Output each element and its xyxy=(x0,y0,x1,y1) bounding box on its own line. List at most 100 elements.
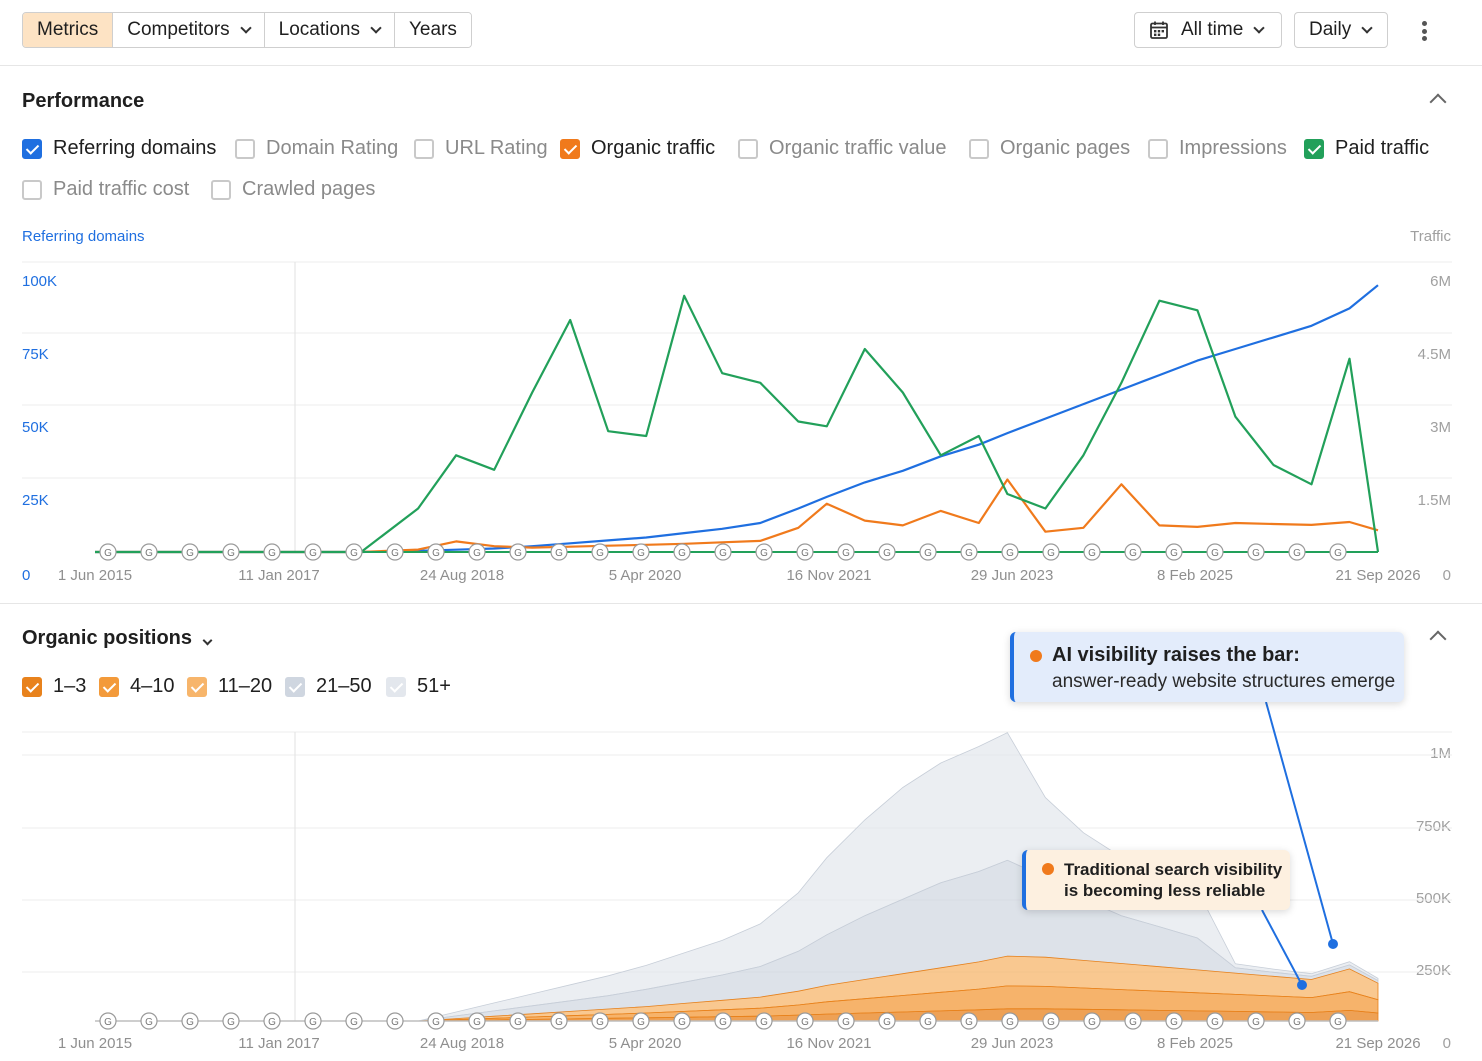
google-update-marker-icon xyxy=(960,543,978,561)
bucket-4-10[interactable]: 4–10 xyxy=(99,675,175,698)
google-update-marker-glyph: G xyxy=(514,548,522,559)
google-update-marker-icon xyxy=(181,543,199,561)
google-update-marker-icon xyxy=(1165,543,1183,561)
checkbox-icon[interactable] xyxy=(22,179,42,200)
section-divider xyxy=(0,603,1482,604)
calendar-icon xyxy=(1150,21,1168,39)
checkbox-icon[interactable] xyxy=(738,138,758,159)
metric-paid-traffic-cost[interactable]: Paid traffic cost xyxy=(22,178,189,201)
google-update-marker-glyph: G xyxy=(145,1017,153,1028)
google-update-marker-glyph: G xyxy=(1006,1017,1014,1028)
google-update-marker-glyph: G xyxy=(924,1017,932,1028)
metric-url-rating[interactable]: URL Rating xyxy=(414,137,548,160)
right-axis-title: Traffic xyxy=(1410,228,1451,245)
google-update-marker-icon xyxy=(140,543,158,561)
kebab-menu-icon[interactable] xyxy=(1414,18,1434,44)
checkbox-icon[interactable] xyxy=(1304,138,1324,159)
metric-label: Domain Rating xyxy=(266,137,399,159)
google-update-marker-icon xyxy=(1083,543,1101,561)
google-update-marker-icon xyxy=(1288,543,1306,561)
google-update-marker-glyph: G xyxy=(268,1017,276,1028)
traditional-callout-connector xyxy=(1261,909,1303,986)
google-update-marker-glyph: G xyxy=(719,1017,727,1028)
metric-organic-pages[interactable]: Organic pages xyxy=(969,137,1130,160)
checkbox-icon[interactable] xyxy=(22,676,42,697)
bullet-dot-icon xyxy=(1030,650,1042,662)
series-line-organic-traffic xyxy=(95,478,1379,554)
left-tick: 0 xyxy=(22,567,31,584)
google-update-marker-glyph: G xyxy=(678,1017,686,1028)
metric-label: Organic traffic value xyxy=(769,137,947,159)
tab-years[interactable]: Years xyxy=(395,13,471,47)
metric-crawled-pages[interactable]: Crawled pages xyxy=(211,178,375,201)
checkbox-icon[interactable] xyxy=(560,138,580,159)
right-tick: 1.5M xyxy=(1417,492,1451,509)
checkbox-icon[interactable] xyxy=(386,676,406,697)
google-update-marker-glyph: G xyxy=(391,548,399,559)
x-tick: 8 Feb 2025 xyxy=(1157,567,1233,584)
bucket-21-50[interactable]: 21–50 xyxy=(285,675,372,698)
google-update-marker-icon xyxy=(1042,543,1060,561)
metric-referring-domains[interactable]: Referring domains xyxy=(22,137,216,160)
tab-locations[interactable]: Locations xyxy=(264,13,395,47)
metric-impressions[interactable]: Impressions xyxy=(1148,137,1287,160)
tab-competitors[interactable]: Competitors xyxy=(113,13,265,47)
google-update-marker-icon xyxy=(755,543,773,561)
google-update-marker-icon xyxy=(591,1012,609,1030)
checkbox-icon[interactable] xyxy=(211,179,231,200)
checkbox-icon[interactable] xyxy=(99,676,119,697)
google-update-marker-icon xyxy=(714,1012,732,1030)
metric-label: Impressions xyxy=(1179,137,1287,159)
google-update-marker-icon xyxy=(919,543,937,561)
ai-visibility-callout: AI visibility raises the bar: answer-rea… xyxy=(1010,632,1404,702)
google-update-marker-icon xyxy=(919,1012,937,1030)
google-update-marker-icon xyxy=(222,1012,240,1030)
x-tick: 16 Nov 2021 xyxy=(786,1035,872,1052)
tab-metrics[interactable]: Metrics xyxy=(23,13,114,47)
checkbox-icon[interactable] xyxy=(969,138,989,159)
tab-years-label: Years xyxy=(409,19,457,40)
checkbox-icon[interactable] xyxy=(1148,138,1168,159)
right-tick: 6M xyxy=(1430,273,1451,290)
x-tick: 21 Sep 2026 xyxy=(1335,1035,1421,1052)
checkbox-icon[interactable] xyxy=(22,138,42,159)
bucket-label: 1–3 xyxy=(53,675,87,697)
google-update-marker-glyph: G xyxy=(1006,548,1014,559)
google-update-marker-icon xyxy=(263,1012,281,1030)
bucket-11-20[interactable]: 11–20 xyxy=(187,675,272,698)
metric-organic-traffic[interactable]: Organic traffic xyxy=(560,137,715,160)
metric-paid-traffic[interactable]: Paid traffic xyxy=(1304,137,1429,160)
date-range-dropdown[interactable]: All time xyxy=(1134,12,1282,48)
ai-callout-marker xyxy=(1328,939,1338,949)
checkbox-icon[interactable] xyxy=(414,138,434,159)
google-update-marker-glyph: G xyxy=(309,1017,317,1028)
google-update-marker-icon xyxy=(1206,1012,1224,1030)
organic-positions-title[interactable]: Organic positions xyxy=(22,627,213,650)
google-update-marker-icon xyxy=(304,1012,322,1030)
checkbox-icon[interactable] xyxy=(187,676,207,697)
x-tick: 24 Aug 2018 xyxy=(419,1035,505,1052)
interval-label: Daily xyxy=(1309,19,1352,40)
google-update-marker-glyph: G xyxy=(719,548,727,559)
google-update-marker-glyph: G xyxy=(1293,1017,1301,1028)
tab-locations-label: Locations xyxy=(278,19,360,40)
organic-positions-label: Organic positions xyxy=(22,627,193,649)
bucket-label: 51+ xyxy=(417,675,451,697)
right-tick: 1M xyxy=(1430,745,1451,762)
google-update-marker-glyph: G xyxy=(227,548,235,559)
bucket-51-plus[interactable]: 51+ xyxy=(386,675,451,698)
x-tick: 29 Jun 2023 xyxy=(970,567,1054,584)
x-tick: 29 Jun 2023 xyxy=(970,1035,1054,1052)
interval-dropdown[interactable]: Daily xyxy=(1294,12,1388,48)
google-update-marker-glyph: G xyxy=(555,1017,563,1028)
checkbox-icon[interactable] xyxy=(235,138,255,159)
metric-domain-rating[interactable]: Domain Rating xyxy=(235,137,398,160)
google-update-marker-glyph: G xyxy=(596,548,604,559)
x-tick: 11 Jan 2017 xyxy=(238,567,320,584)
google-update-marker-icon xyxy=(386,543,404,561)
checkbox-icon[interactable] xyxy=(285,676,305,697)
metric-organic-traffic-value[interactable]: Organic traffic value xyxy=(738,137,947,160)
left-tick: 75K xyxy=(22,346,49,363)
bucket-1-3[interactable]: 1–3 xyxy=(22,675,86,698)
